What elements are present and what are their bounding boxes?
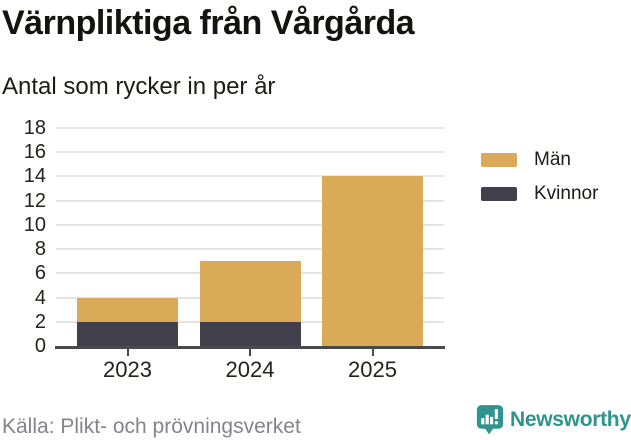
x-axis-tick-2024 [249, 349, 251, 356]
x-axis-label-2025: 2025 [348, 357, 397, 382]
y-axis: 0 2 4 6 8 10 12 14 16 18 [0, 117, 46, 357]
y-axis-label-14: 14 [23, 165, 46, 188]
bar-2023 [77, 297, 178, 346]
y-axis-label-8: 8 [34, 238, 46, 261]
y-axis-label-12: 12 [23, 189, 46, 212]
newsworthy-logo: Newsworthy [476, 404, 631, 435]
legend: Män Kvinnor [481, 149, 598, 205]
gridline-12 [56, 199, 444, 202]
source-note: Källa: Plikt- och prövningsverket [2, 415, 301, 438]
legend-label-män: Män [534, 149, 571, 170]
gridline-16 [56, 151, 444, 154]
gridline-14 [56, 175, 444, 178]
y-axis-label-10: 10 [23, 213, 46, 236]
plot-area [55, 127, 445, 356]
gridline-8 [56, 248, 444, 251]
chart-subtitle: Antal som rycker in per år [2, 73, 276, 100]
x-axis-line [55, 346, 445, 349]
y-axis-label-2: 2 [34, 310, 46, 333]
bar-2024 [199, 261, 301, 346]
legend-swatch-män [481, 153, 517, 167]
x-axis-tick-2025 [371, 349, 374, 356]
bar-segment-män-2024 [199, 261, 301, 322]
legend-swatch-kvinnor [481, 187, 517, 201]
chart-title: Värnpliktiga från Vårgårda [2, 4, 415, 42]
y-axis-label-4: 4 [34, 286, 46, 309]
gridline-18 [56, 127, 444, 129]
bar-segment-män-2025 [322, 176, 423, 346]
y-axis-label-0: 0 [34, 335, 46, 357]
bar-2025 [322, 176, 423, 346]
legend-item-kvinnor: Kvinnor [481, 183, 598, 205]
bar-segment-kvinnor-2023 [77, 321, 178, 346]
y-axis-label-18: 18 [23, 117, 46, 139]
newsworthy-logo-text: Newsworthy [510, 407, 631, 431]
x-axis-labels: 2023 2024 2025 [56, 356, 444, 384]
legend-label-kvinnor: Kvinnor [534, 183, 599, 204]
y-axis-label-16: 16 [23, 141, 46, 164]
y-axis-label-6: 6 [34, 262, 46, 285]
x-axis-label-2024: 2024 [225, 357, 275, 382]
x-axis-tick-2023 [126, 349, 129, 356]
gridline-10 [56, 223, 444, 226]
legend-item-män: Män [481, 149, 598, 171]
newsworthy-chart-speech-bubble-icon [476, 404, 504, 435]
x-axis-label-2023: 2023 [103, 357, 152, 382]
bar-segment-män-2023 [77, 297, 178, 322]
bar-segment-kvinnor-2024 [199, 321, 301, 346]
